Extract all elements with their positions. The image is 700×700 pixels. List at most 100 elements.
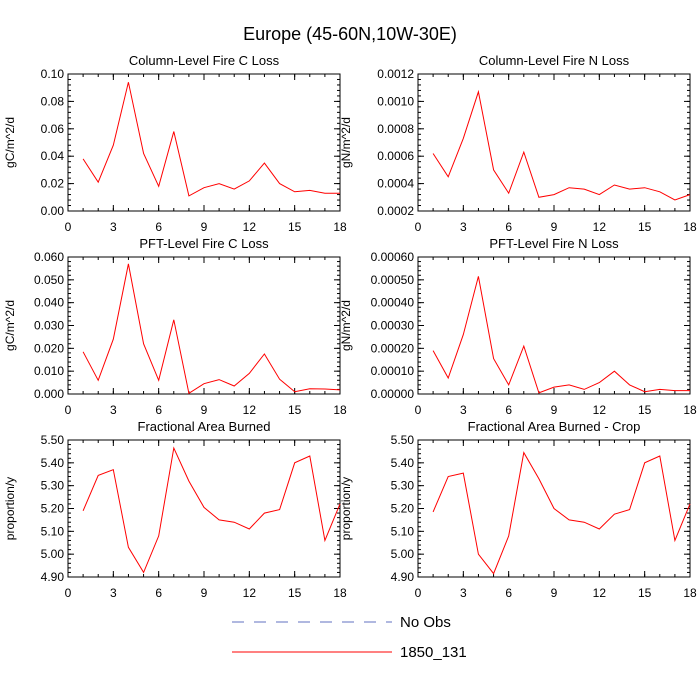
y-tick-label: 5.50 <box>41 433 65 447</box>
x-tick-label: 0 <box>65 586 72 600</box>
y-tick-label: 0.000 <box>34 387 64 401</box>
x-tick-label: 6 <box>505 220 512 234</box>
x-tick-label: 18 <box>683 586 697 600</box>
x-tick-label: 0 <box>65 220 72 234</box>
panels: 0 3 6 9 12 15 18 0.00 0.02 0.04 0.06 0.08 0.10 Column… <box>3 53 697 600</box>
x-tick-label: 18 <box>333 586 347 600</box>
x-tick-label: 0 <box>65 403 72 417</box>
y-tick-label: 5.20 <box>41 502 65 516</box>
y-tick-label: 0.00000 <box>371 387 415 401</box>
x-tick-label: 3 <box>110 220 117 234</box>
series-line-1850-131 <box>82 263 341 395</box>
y-tick-label: 0.060 <box>34 250 64 264</box>
y-tick-label: 0.08 <box>41 94 65 108</box>
plot-frame <box>67 73 341 212</box>
y-tick-label: 0.00050 <box>371 273 415 287</box>
y-tick-label: 0.00020 <box>371 341 415 355</box>
plot-frame <box>67 256 341 395</box>
panel-title: Fractional Area Burned - Crop <box>468 419 641 434</box>
y-tick-label: 0.06 <box>41 122 65 136</box>
x-tick-label: 12 <box>243 220 257 234</box>
x-tick-label: 12 <box>243 586 257 600</box>
y-tick-label: 0.00010 <box>371 364 415 378</box>
x-tick-label: 12 <box>593 403 607 417</box>
y-tick-label: 4.90 <box>41 570 65 584</box>
x-tick-label: 9 <box>551 220 558 234</box>
panel-title: PFT-Level Fire C Loss <box>139 236 269 251</box>
panel-title: Column-Level Fire N Loss <box>479 53 630 68</box>
y-tick-label: 5.20 <box>391 502 415 516</box>
panel-title: PFT-Level Fire N Loss <box>489 236 619 251</box>
y-axis-label: proportion/y <box>3 477 17 540</box>
series-line-1850-131 <box>82 446 341 574</box>
y-axis-label: gN/m^2/d <box>339 117 353 168</box>
legend-label-1850-131: 1850_131 <box>400 644 467 661</box>
y-axis-label: gC/m^2/d <box>3 117 17 168</box>
y-tick-label: 5.30 <box>41 479 65 493</box>
y-axis-label: gN/m^2/d <box>339 300 353 351</box>
y-tick-label: 0.0006 <box>377 149 414 163</box>
y-tick-label: 0.00 <box>41 204 65 218</box>
x-tick-label: 18 <box>333 403 347 417</box>
x-tick-label: 6 <box>155 403 162 417</box>
x-tick-label: 6 <box>505 586 512 600</box>
y-tick-label: 5.10 <box>41 524 65 538</box>
x-tick-label: 18 <box>683 403 697 417</box>
y-tick-label: 0.00030 <box>371 319 415 333</box>
x-tick-label: 9 <box>201 220 208 234</box>
series-line-1850-131 <box>432 451 691 575</box>
y-tick-label: 5.10 <box>391 524 415 538</box>
y-tick-label: 0.040 <box>34 296 64 310</box>
x-tick-label: 0 <box>415 220 422 234</box>
x-tick-label: 6 <box>155 220 162 234</box>
panel-6: 0 3 6 9 12 15 18 4.90 5.00 5.10 5.20 5.30 5.40 5.50 Fr… <box>339 419 697 600</box>
y-tick-label: 0.0012 <box>377 67 414 81</box>
x-tick-label: 12 <box>593 586 607 600</box>
y-tick-label: 0.02 <box>41 177 65 191</box>
panel-3: 0 3 6 9 12 15 18 0.000 0.010 0.020 0.030 0.040 0.050… <box>3 236 347 417</box>
y-tick-label: 5.50 <box>391 433 415 447</box>
y-tick-label: 0.0008 <box>377 122 414 136</box>
x-tick-label: 12 <box>243 403 257 417</box>
x-tick-label: 9 <box>551 403 558 417</box>
legend-label-no-obs: No Obs <box>400 614 451 631</box>
panel-title: Column-Level Fire C Loss <box>129 53 280 68</box>
x-tick-label: 0 <box>415 403 422 417</box>
y-tick-label: 0.050 <box>34 273 64 287</box>
y-tick-label: 0.00040 <box>371 296 415 310</box>
y-tick-label: 5.30 <box>391 479 415 493</box>
y-tick-label: 5.00 <box>41 547 65 561</box>
y-tick-label: 0.04 <box>41 149 65 163</box>
x-tick-label: 15 <box>288 220 302 234</box>
x-tick-label: 15 <box>638 403 652 417</box>
y-tick-label: 0.10 <box>41 67 65 81</box>
y-axis-label: proportion/y <box>339 477 353 540</box>
x-tick-label: 6 <box>505 403 512 417</box>
x-tick-label: 9 <box>201 586 208 600</box>
x-tick-label: 15 <box>288 403 302 417</box>
panel-4: 0 3 6 9 12 15 18 0.00000 0.00010 0.00020 0.00030 0.… <box>339 236 697 417</box>
x-tick-label: 3 <box>110 586 117 600</box>
plot-frame <box>417 73 691 212</box>
y-tick-label: 0.0010 <box>377 94 414 108</box>
x-tick-label: 12 <box>593 220 607 234</box>
figure-title: Europe (45-60N,10W-30E) <box>243 24 457 44</box>
legend: No Obs 1850_131 <box>232 614 467 661</box>
y-tick-label: 0.030 <box>34 319 64 333</box>
x-tick-label: 0 <box>415 586 422 600</box>
y-tick-label: 0.010 <box>34 364 64 378</box>
x-tick-label: 3 <box>460 403 467 417</box>
series-line-1850-131 <box>432 276 690 394</box>
x-tick-label: 15 <box>638 220 652 234</box>
y-tick-label: 0.020 <box>34 341 64 355</box>
y-tick-label: 5.40 <box>391 456 415 470</box>
y-tick-label: 4.90 <box>391 570 415 584</box>
panel-2: 0 3 6 9 12 15 18 0.0002 0.0004 0.0006 0.0008 0.0010… <box>339 53 697 234</box>
y-axis-label: gC/m^2/d <box>3 300 17 351</box>
x-tick-label: 9 <box>201 403 208 417</box>
x-tick-label: 9 <box>551 586 558 600</box>
panel-5: 0 3 6 9 12 15 18 4.90 5.00 5.10 5.20 5.30 5.40 5.50 Fr… <box>3 419 347 600</box>
x-tick-label: 15 <box>288 586 302 600</box>
y-tick-label: 5.40 <box>41 456 65 470</box>
